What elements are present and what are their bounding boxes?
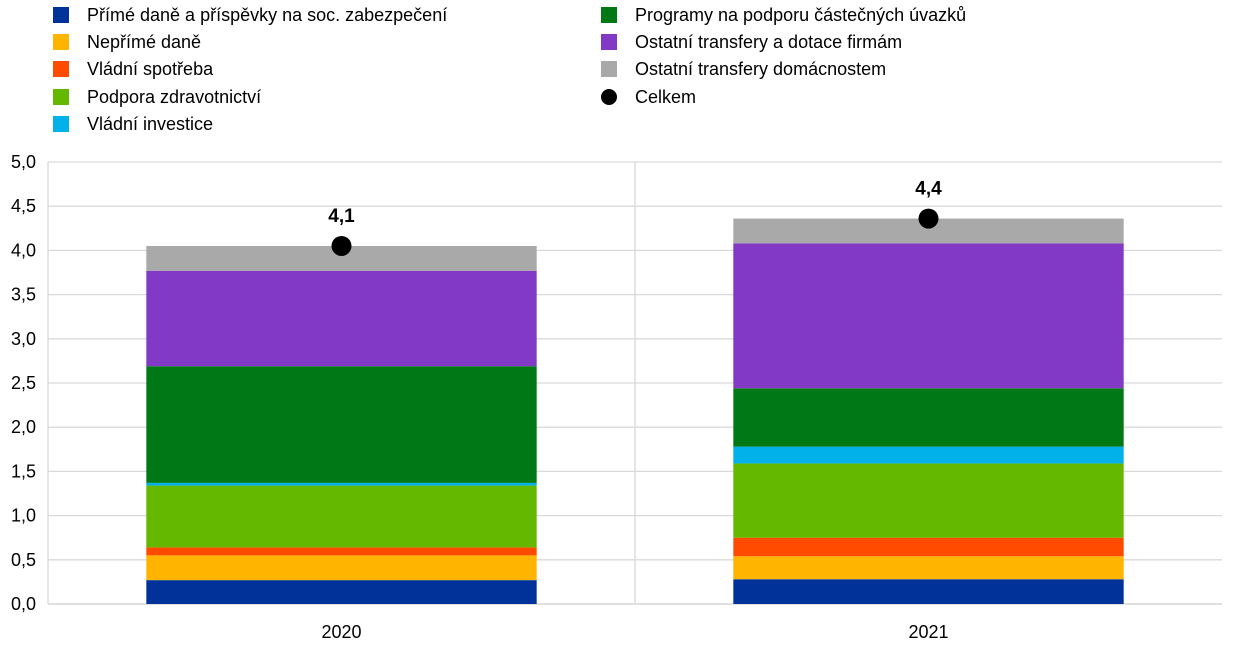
bar-segment	[146, 270, 537, 367]
x-tick-label: 2021	[908, 622, 948, 642]
y-tick-label: 2,5	[11, 373, 36, 393]
y-axis: 0,0 0,5 1,0 1,5 2,0 2,5 3,0 3,5 4,0 4,5 5,0	[11, 152, 36, 614]
legend-label: Vládní spotřeba	[87, 59, 214, 79]
total-marker	[331, 235, 352, 256]
bar-segment	[733, 388, 1124, 447]
legend-label: Ostatní transfery a dotace firmám	[635, 32, 902, 52]
legend-swatch	[53, 61, 69, 77]
legend-marker	[601, 89, 617, 105]
bar-segment	[146, 555, 537, 581]
legend: Přímé daně a příspěvky na soc. zabezpeče…	[53, 5, 966, 134]
bar-segment	[146, 485, 537, 548]
legend-label: Ostatní transfery domácnostem	[635, 59, 886, 79]
y-tick-label: 0,5	[11, 550, 36, 570]
legend-swatch	[53, 7, 69, 23]
legend-label: Vládní investice	[87, 114, 213, 134]
bar-segment	[733, 579, 1124, 604]
bar-segment	[733, 537, 1124, 557]
legend-label: Podpora zdravotnictví	[87, 87, 261, 107]
legend-swatch	[601, 7, 617, 23]
y-tick-label: 5,0	[11, 152, 36, 172]
legend-label: Nepřímé daně	[87, 32, 201, 52]
legend-label: Celkem	[635, 87, 696, 107]
y-tick-label: 4,0	[11, 240, 36, 260]
bar-segment	[146, 547, 537, 556]
x-tick-label: 2020	[321, 622, 361, 642]
bar-segment	[733, 446, 1124, 464]
total-label: 4,4	[915, 179, 942, 200]
total-label: 4,1	[328, 206, 355, 227]
bars	[146, 218, 1124, 604]
totals: 4,1 4,4	[328, 179, 942, 256]
y-tick-label: 3,5	[11, 285, 36, 305]
legend-label: Programy na podporu částečných úvazků	[635, 5, 966, 25]
y-tick-label: 1,0	[11, 506, 36, 526]
y-tick-label: 1,5	[11, 461, 36, 481]
bar-segment	[733, 243, 1124, 389]
total-marker	[918, 208, 939, 229]
y-tick-label: 0,0	[11, 594, 36, 614]
legend-swatch	[53, 34, 69, 50]
legend-label: Přímé daně a příspěvky na soc. zabezpeče…	[87, 5, 447, 25]
bar-segment	[146, 366, 537, 483]
legend-swatch	[601, 34, 617, 50]
bar-segment	[146, 580, 537, 604]
x-axis: 2020 2021	[321, 622, 948, 642]
y-tick-label: 3,0	[11, 329, 36, 349]
legend-swatch	[53, 89, 69, 105]
y-tick-label: 4,5	[11, 196, 36, 216]
bar-segment	[733, 463, 1124, 538]
bar-segment	[733, 556, 1124, 580]
legend-swatch	[53, 116, 69, 132]
bar-segment	[146, 482, 537, 486]
y-tick-label: 2,0	[11, 417, 36, 437]
legend-swatch	[601, 61, 617, 77]
